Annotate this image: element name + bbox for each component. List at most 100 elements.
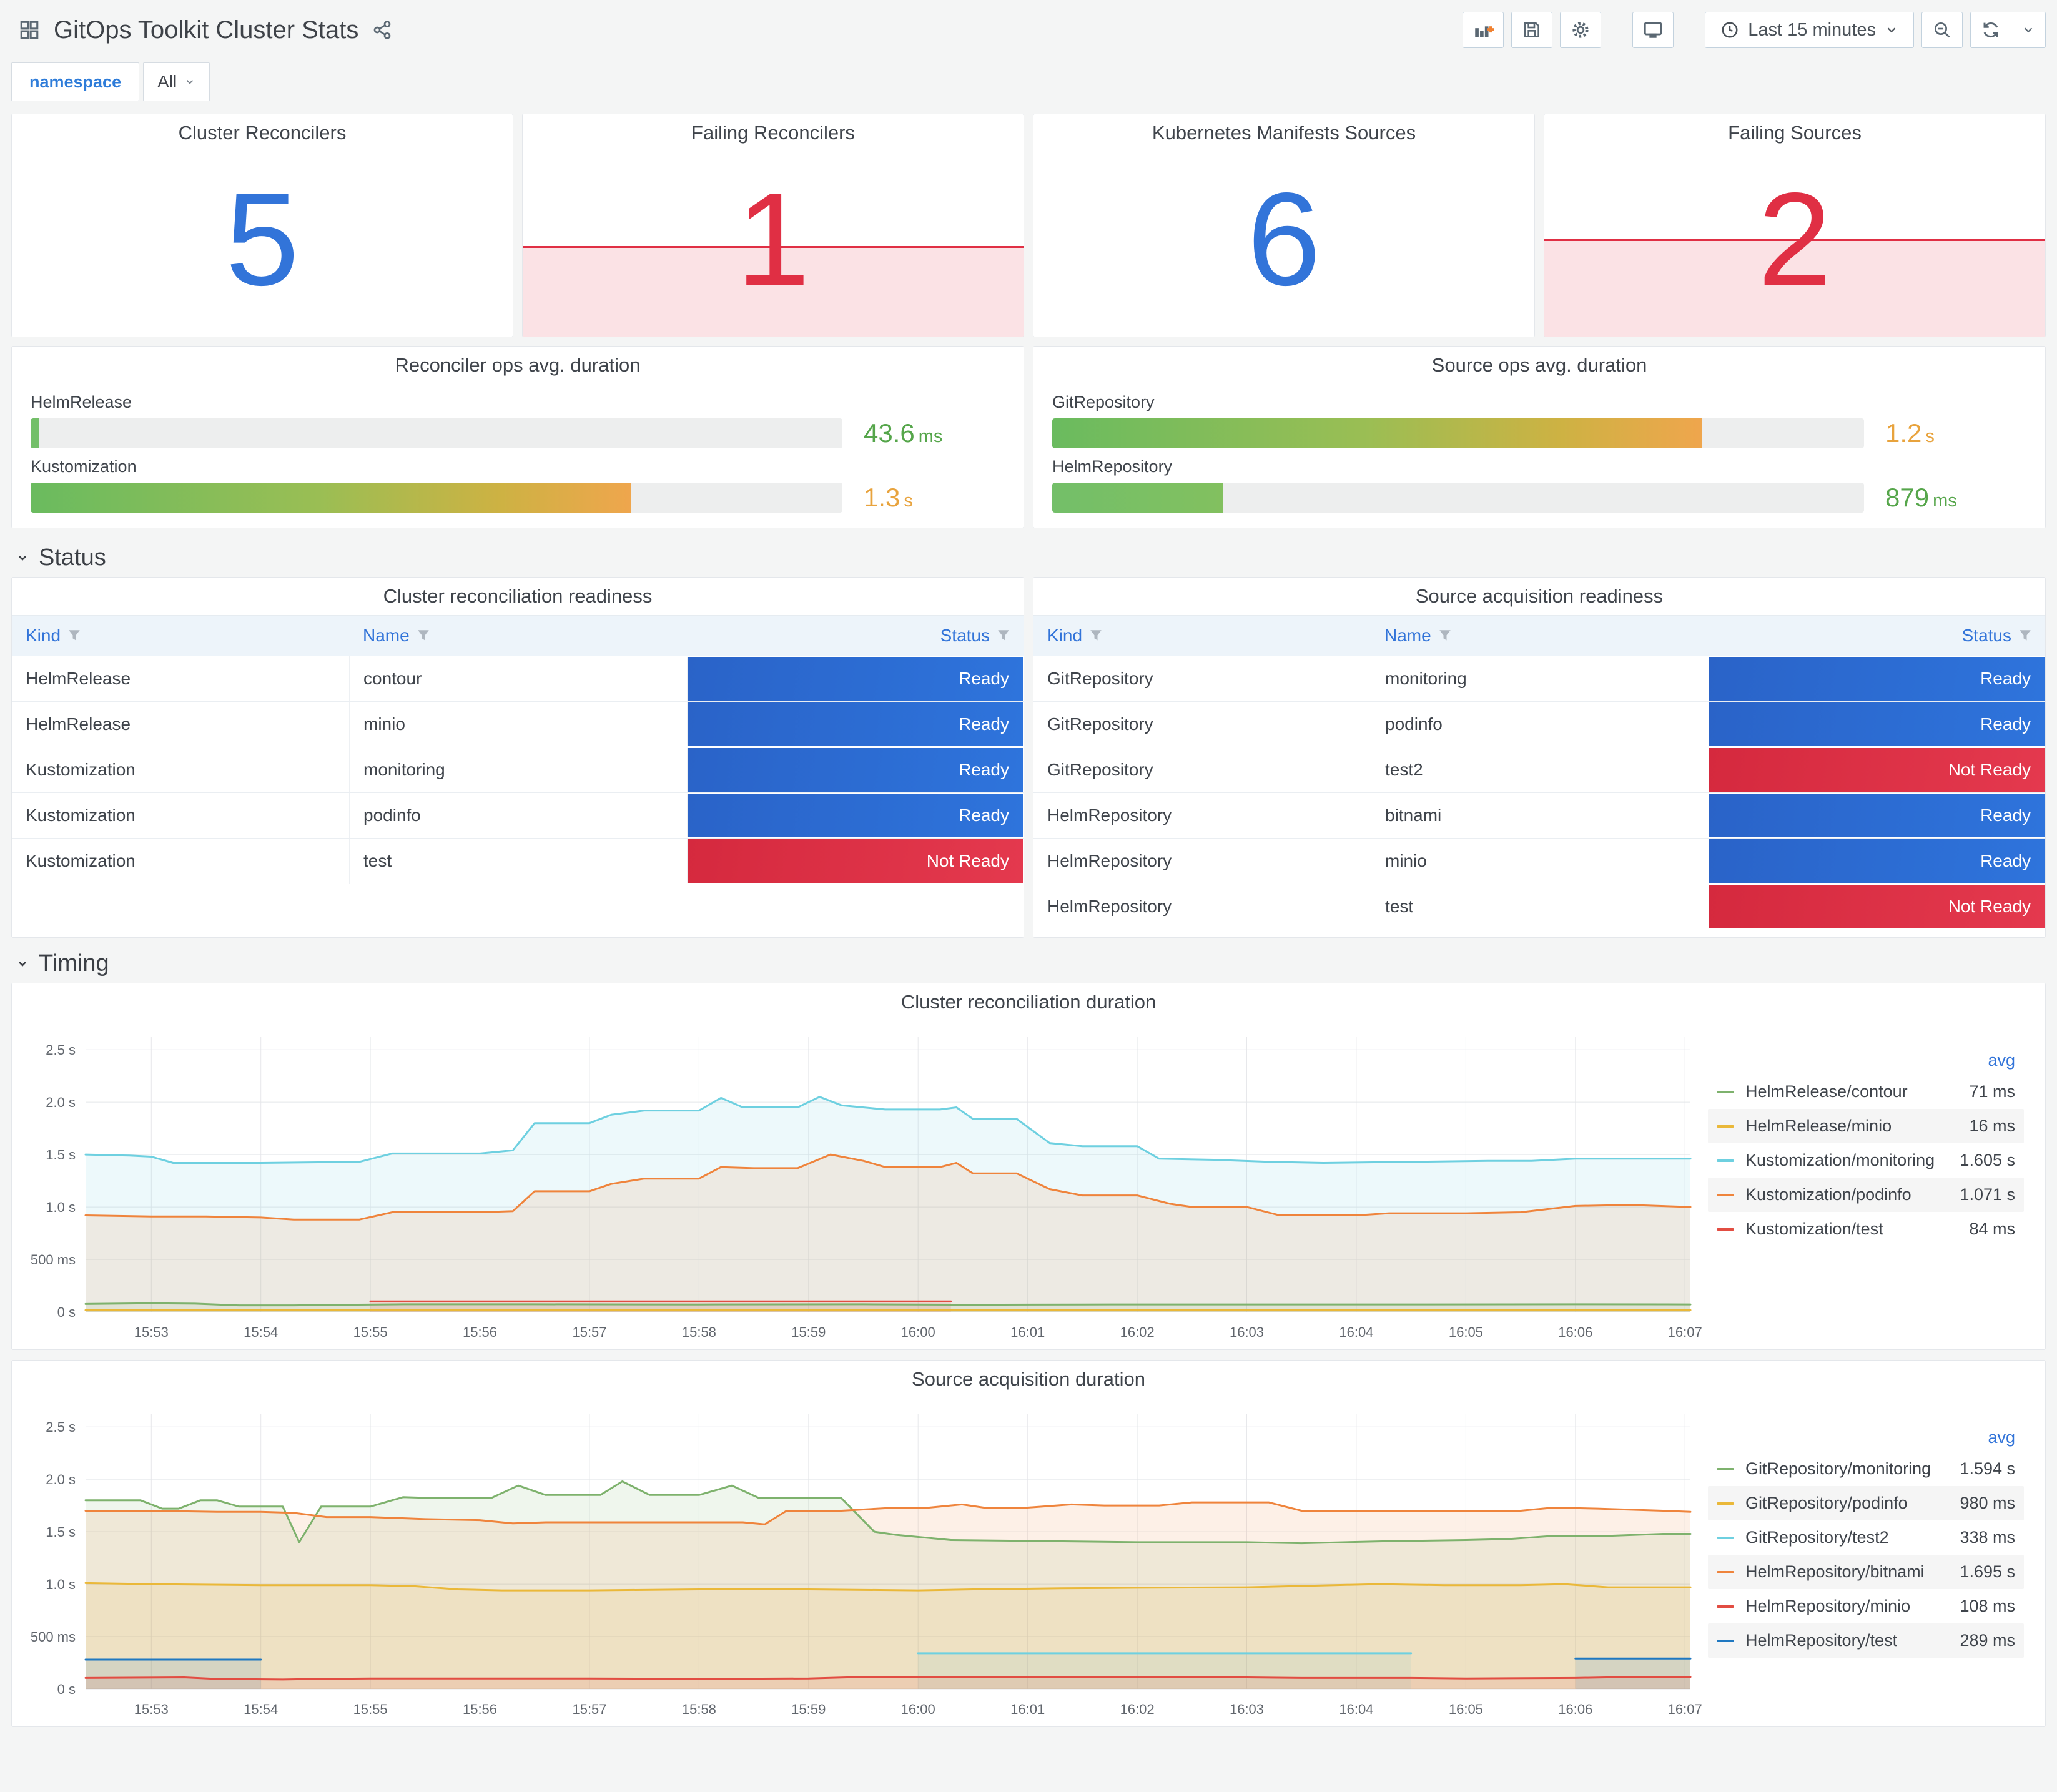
svg-text:0 s: 0 s xyxy=(57,1681,76,1697)
section-title: Status xyxy=(39,544,106,571)
variable-value-dropdown[interactable]: All xyxy=(143,62,210,101)
gauge-bar xyxy=(1052,483,1223,513)
gauge-value: 1.2 s xyxy=(1885,418,1935,448)
status-badge: Not Ready xyxy=(1709,748,2045,792)
series-name[interactable]: Kustomization/monitoring xyxy=(1745,1151,1935,1169)
svg-text:16:07: 16:07 xyxy=(1668,1324,1702,1340)
column-header-status[interactable]: Status xyxy=(686,616,1024,656)
panel-title[interactable]: Cluster reconciliation duration xyxy=(900,991,1157,1013)
series-name[interactable]: GitRepository/test2 xyxy=(1745,1528,1889,1547)
panel-title[interactable]: Failing Sources xyxy=(1728,122,1862,144)
status-badge: Ready xyxy=(1709,657,2045,701)
stat-value: 6 xyxy=(1247,165,1321,313)
panel-title[interactable]: Reconciler ops avg. duration xyxy=(395,354,641,376)
filter-icon[interactable] xyxy=(1090,629,1102,642)
panel-title[interactable]: Failing Reconcilers xyxy=(691,122,855,144)
gauge-bar xyxy=(1052,418,1702,448)
save-dashboard-button[interactable] xyxy=(1511,12,1553,48)
series-name[interactable]: HelmRelease/contour xyxy=(1745,1082,1908,1101)
filter-icon[interactable] xyxy=(2019,629,2031,642)
series-name[interactable]: HelmRepository/bitnami xyxy=(1745,1562,1925,1581)
add-panel-button[interactable] xyxy=(1463,12,1504,48)
series-name[interactable]: Kustomization/test xyxy=(1745,1219,1883,1238)
svg-text:16:04: 16:04 xyxy=(1339,1324,1373,1340)
timeseries-plot[interactable]: 15:53 15:54 15:55 15:56 15:57 15:58 15:59 16:00… xyxy=(12,1398,1708,1726)
panel-title[interactable]: Source acquisition readiness xyxy=(1415,585,1664,607)
svg-text:16:01: 16:01 xyxy=(1010,1701,1045,1717)
series-avg-value: 84 ms xyxy=(1969,1219,2015,1238)
column-header-kind[interactable]: Kind xyxy=(12,616,349,656)
series-name[interactable]: GitRepository/monitoring xyxy=(1745,1459,1931,1478)
variable-label-namespace: namespace xyxy=(11,62,140,101)
gauge-track xyxy=(31,418,842,448)
legend-avg-header[interactable]: avg xyxy=(1988,1428,2015,1447)
column-header-kind[interactable]: Kind xyxy=(1033,616,1371,656)
cell-kind: GitRepository xyxy=(1047,760,1153,779)
legend-rows: GitRepository/monitoring 1.594 s GitReposi… xyxy=(1708,1452,2024,1658)
filter-icon[interactable] xyxy=(997,629,1010,642)
cell-name: minio xyxy=(1371,839,1708,884)
table-body: GitRepository monitoring Ready GitRepositor… xyxy=(1033,656,2045,929)
legend-item[interactable]: HelmRepository/bitnami 1.695 s xyxy=(1708,1555,2024,1589)
legend-item[interactable]: HelmRepository/minio 108 ms xyxy=(1708,1589,2024,1623)
stat-panel-kubernetes-manifests-sources: Kubernetes Manifests Sources 6 xyxy=(1033,114,1535,337)
filter-icon[interactable] xyxy=(68,629,81,642)
timeseries-plot[interactable]: 15:53 15:54 15:55 15:56 15:57 15:58 15:59 16:00… xyxy=(12,1021,1708,1349)
svg-text:1.5 s: 1.5 s xyxy=(46,1147,76,1163)
status-badge: Not Ready xyxy=(687,839,1023,883)
legend-item[interactable]: GitRepository/test2 338 ms xyxy=(1708,1520,2024,1555)
svg-text:16:00: 16:00 xyxy=(901,1324,935,1340)
series-color-swatch xyxy=(1717,1639,1734,1642)
time-range-picker[interactable]: Last 15 minutes xyxy=(1705,12,1914,48)
svg-text:15:57: 15:57 xyxy=(572,1324,606,1340)
svg-text:16:01: 16:01 xyxy=(1010,1324,1045,1340)
tv-mode-button[interactable] xyxy=(1632,12,1674,48)
legend-avg-header[interactable]: avg xyxy=(1988,1051,2015,1070)
panel-title[interactable]: Cluster reconciliation readiness xyxy=(383,585,653,607)
series-name[interactable]: Kustomization/podinfo xyxy=(1745,1185,1911,1204)
refresh-interval-dropdown[interactable] xyxy=(2011,12,2045,47)
gauge-kustomization: Kustomization 1.3 s xyxy=(31,457,1005,513)
table-row: HelmRelease minio Ready xyxy=(12,701,1024,747)
series-name[interactable]: HelmRepository/minio xyxy=(1745,1597,1911,1615)
svg-text:1.0 s: 1.0 s xyxy=(46,1577,76,1592)
legend-item[interactable]: Kustomization/monitoring 1.605 s xyxy=(1708,1143,2024,1178)
table-row: HelmRelease contour Ready xyxy=(12,656,1024,701)
legend-item[interactable]: Kustomization/test 84 ms xyxy=(1708,1212,2024,1246)
legend-item[interactable]: GitRepository/podinfo 980 ms xyxy=(1708,1486,2024,1520)
legend-item[interactable]: HelmRelease/contour 71 ms xyxy=(1708,1075,2024,1109)
panel-title[interactable]: Cluster Reconcilers xyxy=(178,122,347,144)
panel-title[interactable]: Kubernetes Manifests Sources xyxy=(1152,122,1416,144)
series-name[interactable]: GitRepository/podinfo xyxy=(1745,1494,1908,1512)
refresh-button[interactable] xyxy=(1971,12,2011,47)
section-row-timing[interactable]: Timing xyxy=(11,944,2046,983)
gauge-label: HelmRepository xyxy=(1052,457,1173,476)
section-row-status[interactable]: Status xyxy=(11,538,2046,577)
table-panel-source-acquisition: Source acquisition readiness Kind Name S… xyxy=(1033,577,2046,938)
svg-text:2.0 s: 2.0 s xyxy=(46,1472,76,1487)
gauge-panels-row: Reconciler ops avg. duration HelmRelease… xyxy=(11,346,2046,528)
filter-icon[interactable] xyxy=(1439,629,1451,642)
gauge-panel-reconciler-ops: Reconciler ops avg. duration HelmRelease… xyxy=(11,346,1024,528)
zoom-out-button[interactable] xyxy=(1921,12,1963,48)
filter-icon[interactable] xyxy=(417,629,430,642)
legend-item[interactable]: HelmRepository/test 289 ms xyxy=(1708,1623,2024,1658)
legend-item[interactable]: Kustomization/podinfo 1.071 s xyxy=(1708,1178,2024,1212)
share-icon[interactable] xyxy=(372,20,392,40)
dashboard-settings-button[interactable] xyxy=(1560,12,1602,48)
series-name[interactable]: HelmRepository/test xyxy=(1745,1631,1898,1650)
column-header-name[interactable]: Name xyxy=(349,616,686,656)
chart-panel-source-acquisition-duration: Source acquisition duration 15:53 15:54 15… xyxy=(11,1360,2046,1727)
series-name[interactable]: HelmRelease/minio xyxy=(1745,1116,1892,1135)
status-tables-row: Cluster reconciliation readiness Kind Na… xyxy=(11,577,2046,938)
gauge-gitrepository: GitRepository 1.2 s xyxy=(1052,393,2026,448)
panel-title[interactable]: Source ops avg. duration xyxy=(1431,354,1647,376)
status-badge: Ready xyxy=(687,794,1023,837)
column-header-name[interactable]: Name xyxy=(1371,616,1708,656)
stat-value: 1 xyxy=(736,165,810,313)
legend-item[interactable]: GitRepository/monitoring 1.594 s xyxy=(1708,1452,2024,1486)
stat-sparkline-fill xyxy=(1544,240,2045,337)
panel-title[interactable]: Source acquisition duration xyxy=(912,1368,1145,1390)
legend-item[interactable]: HelmRelease/minio 16 ms xyxy=(1708,1109,2024,1143)
column-header-status[interactable]: Status xyxy=(1708,616,2045,656)
